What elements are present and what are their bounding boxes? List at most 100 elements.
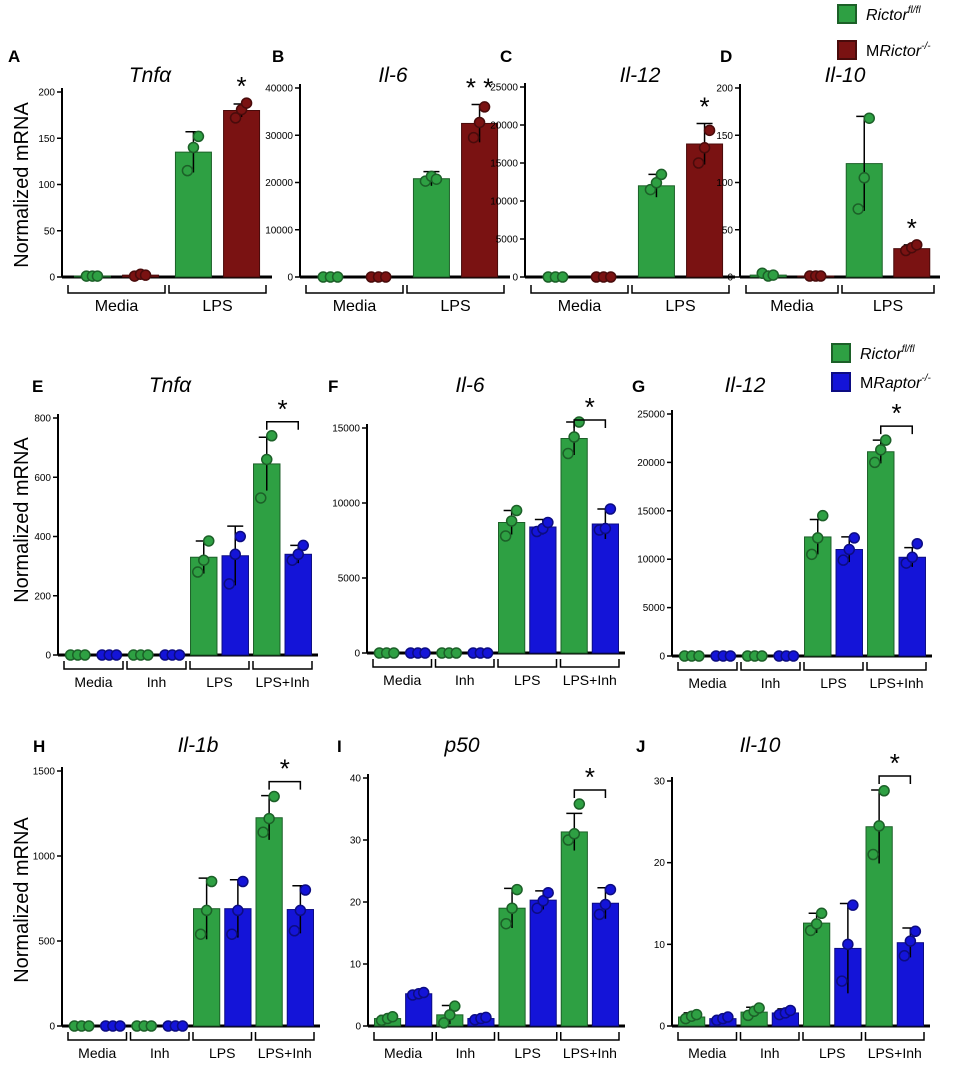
significance-star: *: [280, 754, 290, 784]
legend-top: Rictorfl/fl MRictor-/-: [837, 4, 931, 60]
data-point: [909, 925, 922, 938]
group-label: Media: [770, 298, 814, 315]
data-point: [430, 173, 443, 185]
group-1: [741, 650, 800, 662]
bar: [255, 817, 283, 1027]
group-label: Media: [74, 674, 112, 690]
data-point: [450, 647, 463, 659]
group-bracket: [129, 1032, 190, 1041]
data-point: [83, 1020, 95, 1032]
bar: [637, 185, 675, 278]
legend-superscript: fl/fl: [908, 5, 922, 16]
group-label: Media: [384, 1045, 422, 1061]
group-0: [317, 271, 392, 283]
data-point: [787, 650, 800, 662]
data-point: [815, 907, 828, 920]
y-axis-labels: Normalized mRNA Normalized mRNA Normalized…: [11, 102, 33, 983]
data-point: [449, 1000, 461, 1012]
data-point: [226, 928, 238, 940]
data-point: [261, 453, 273, 466]
data-point: [806, 548, 818, 561]
panel-letter: G: [632, 377, 645, 396]
data-point: [91, 270, 104, 282]
data-point: [722, 1011, 734, 1023]
data-point: [867, 848, 879, 861]
bar: [803, 922, 831, 1027]
panel-title: Il-10: [825, 64, 866, 87]
legend-item: MRictor-/-: [837, 40, 931, 60]
data-point: [531, 902, 543, 914]
group-bracket: [305, 285, 404, 294]
y-tick-label: 10000: [637, 555, 665, 566]
significance-bracket: [880, 425, 913, 435]
data-point: [288, 925, 301, 937]
data-point: [784, 1004, 797, 1017]
y-tick-label: 5000: [643, 603, 666, 614]
group-1: [436, 1000, 495, 1029]
y-tick-label: 0: [354, 649, 360, 660]
y-tick-label: 10000: [332, 499, 360, 510]
data-point: [480, 1011, 492, 1024]
data-point: [599, 898, 612, 911]
y-tick-label: 30: [350, 836, 362, 847]
y-tick-label: 800: [34, 414, 51, 425]
significance-star: *: [907, 213, 917, 243]
legend-item: Rictorfl/fl: [837, 4, 922, 24]
group-0: [749, 267, 835, 282]
y-tick-label: 30000: [265, 131, 293, 142]
group-label: Inh: [456, 1045, 475, 1061]
data-point: [257, 826, 269, 838]
group-3: [560, 416, 619, 654]
data-point: [836, 975, 848, 987]
panel-e: E Tnfα 0 200 400 600 800 Media Inh LPS LPS+Inh *: [32, 374, 318, 690]
group-label: Inh: [455, 672, 474, 688]
data-point: [292, 548, 304, 561]
group-bracket: [192, 1032, 253, 1041]
data-point: [817, 509, 829, 522]
y-tick-label: 10000: [265, 225, 293, 236]
data-point: [506, 902, 518, 914]
legend-swatch: [837, 4, 857, 24]
group-bracket: [864, 1032, 925, 1041]
group-label: LPS: [873, 298, 903, 315]
data-point: [240, 97, 253, 109]
group-bracket: [168, 285, 267, 294]
data-point: [842, 938, 854, 951]
data-point: [234, 530, 246, 543]
panel-title: Il-6: [455, 374, 484, 397]
group-label: Inh: [150, 1045, 169, 1061]
data-point: [268, 790, 280, 803]
y-tick-label: 25000: [490, 83, 518, 94]
group-1: [131, 1020, 189, 1032]
y-tick-label: 5000: [496, 235, 519, 246]
significance-star: * *: [466, 73, 493, 103]
bar: [835, 549, 863, 657]
legend-label: MRictor-/-: [866, 41, 931, 60]
data-point: [203, 535, 215, 547]
bar: [591, 902, 620, 1027]
data-point: [698, 142, 711, 154]
y-tick-label: 600: [34, 473, 51, 484]
data-point: [419, 647, 431, 659]
data-point: [223, 578, 235, 590]
y-tick-label: 0: [659, 1022, 665, 1033]
data-point: [692, 157, 705, 169]
data-point: [194, 928, 207, 940]
y-tick-label: 100: [38, 180, 55, 191]
data-point: [505, 515, 518, 527]
y-tick-label: 50: [44, 226, 56, 237]
data-point: [911, 239, 923, 251]
bar: [253, 463, 281, 656]
bar: [461, 122, 499, 278]
panel-title: Il-12: [620, 64, 661, 87]
data-point: [724, 650, 737, 662]
group-label: LPS: [206, 674, 232, 690]
panel-title: Il-1b: [178, 734, 219, 757]
group-label: Media: [688, 675, 726, 691]
data-point: [810, 918, 823, 930]
legend-name: Rictor: [866, 7, 908, 24]
group-label: Inh: [760, 1045, 779, 1061]
group-bracket: [631, 285, 730, 294]
data-point: [473, 116, 486, 129]
